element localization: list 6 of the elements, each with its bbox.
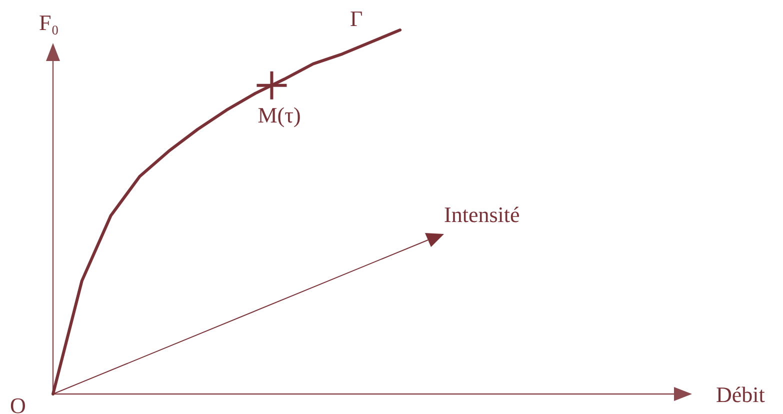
text: Intensité — [444, 202, 520, 227]
annotation: M(τ) — [258, 102, 301, 128]
text: Débit — [716, 382, 765, 407]
series-label: Γ — [350, 6, 363, 31]
y-axis-title: F₀ — [39, 10, 59, 35]
text: O — [10, 393, 26, 414]
